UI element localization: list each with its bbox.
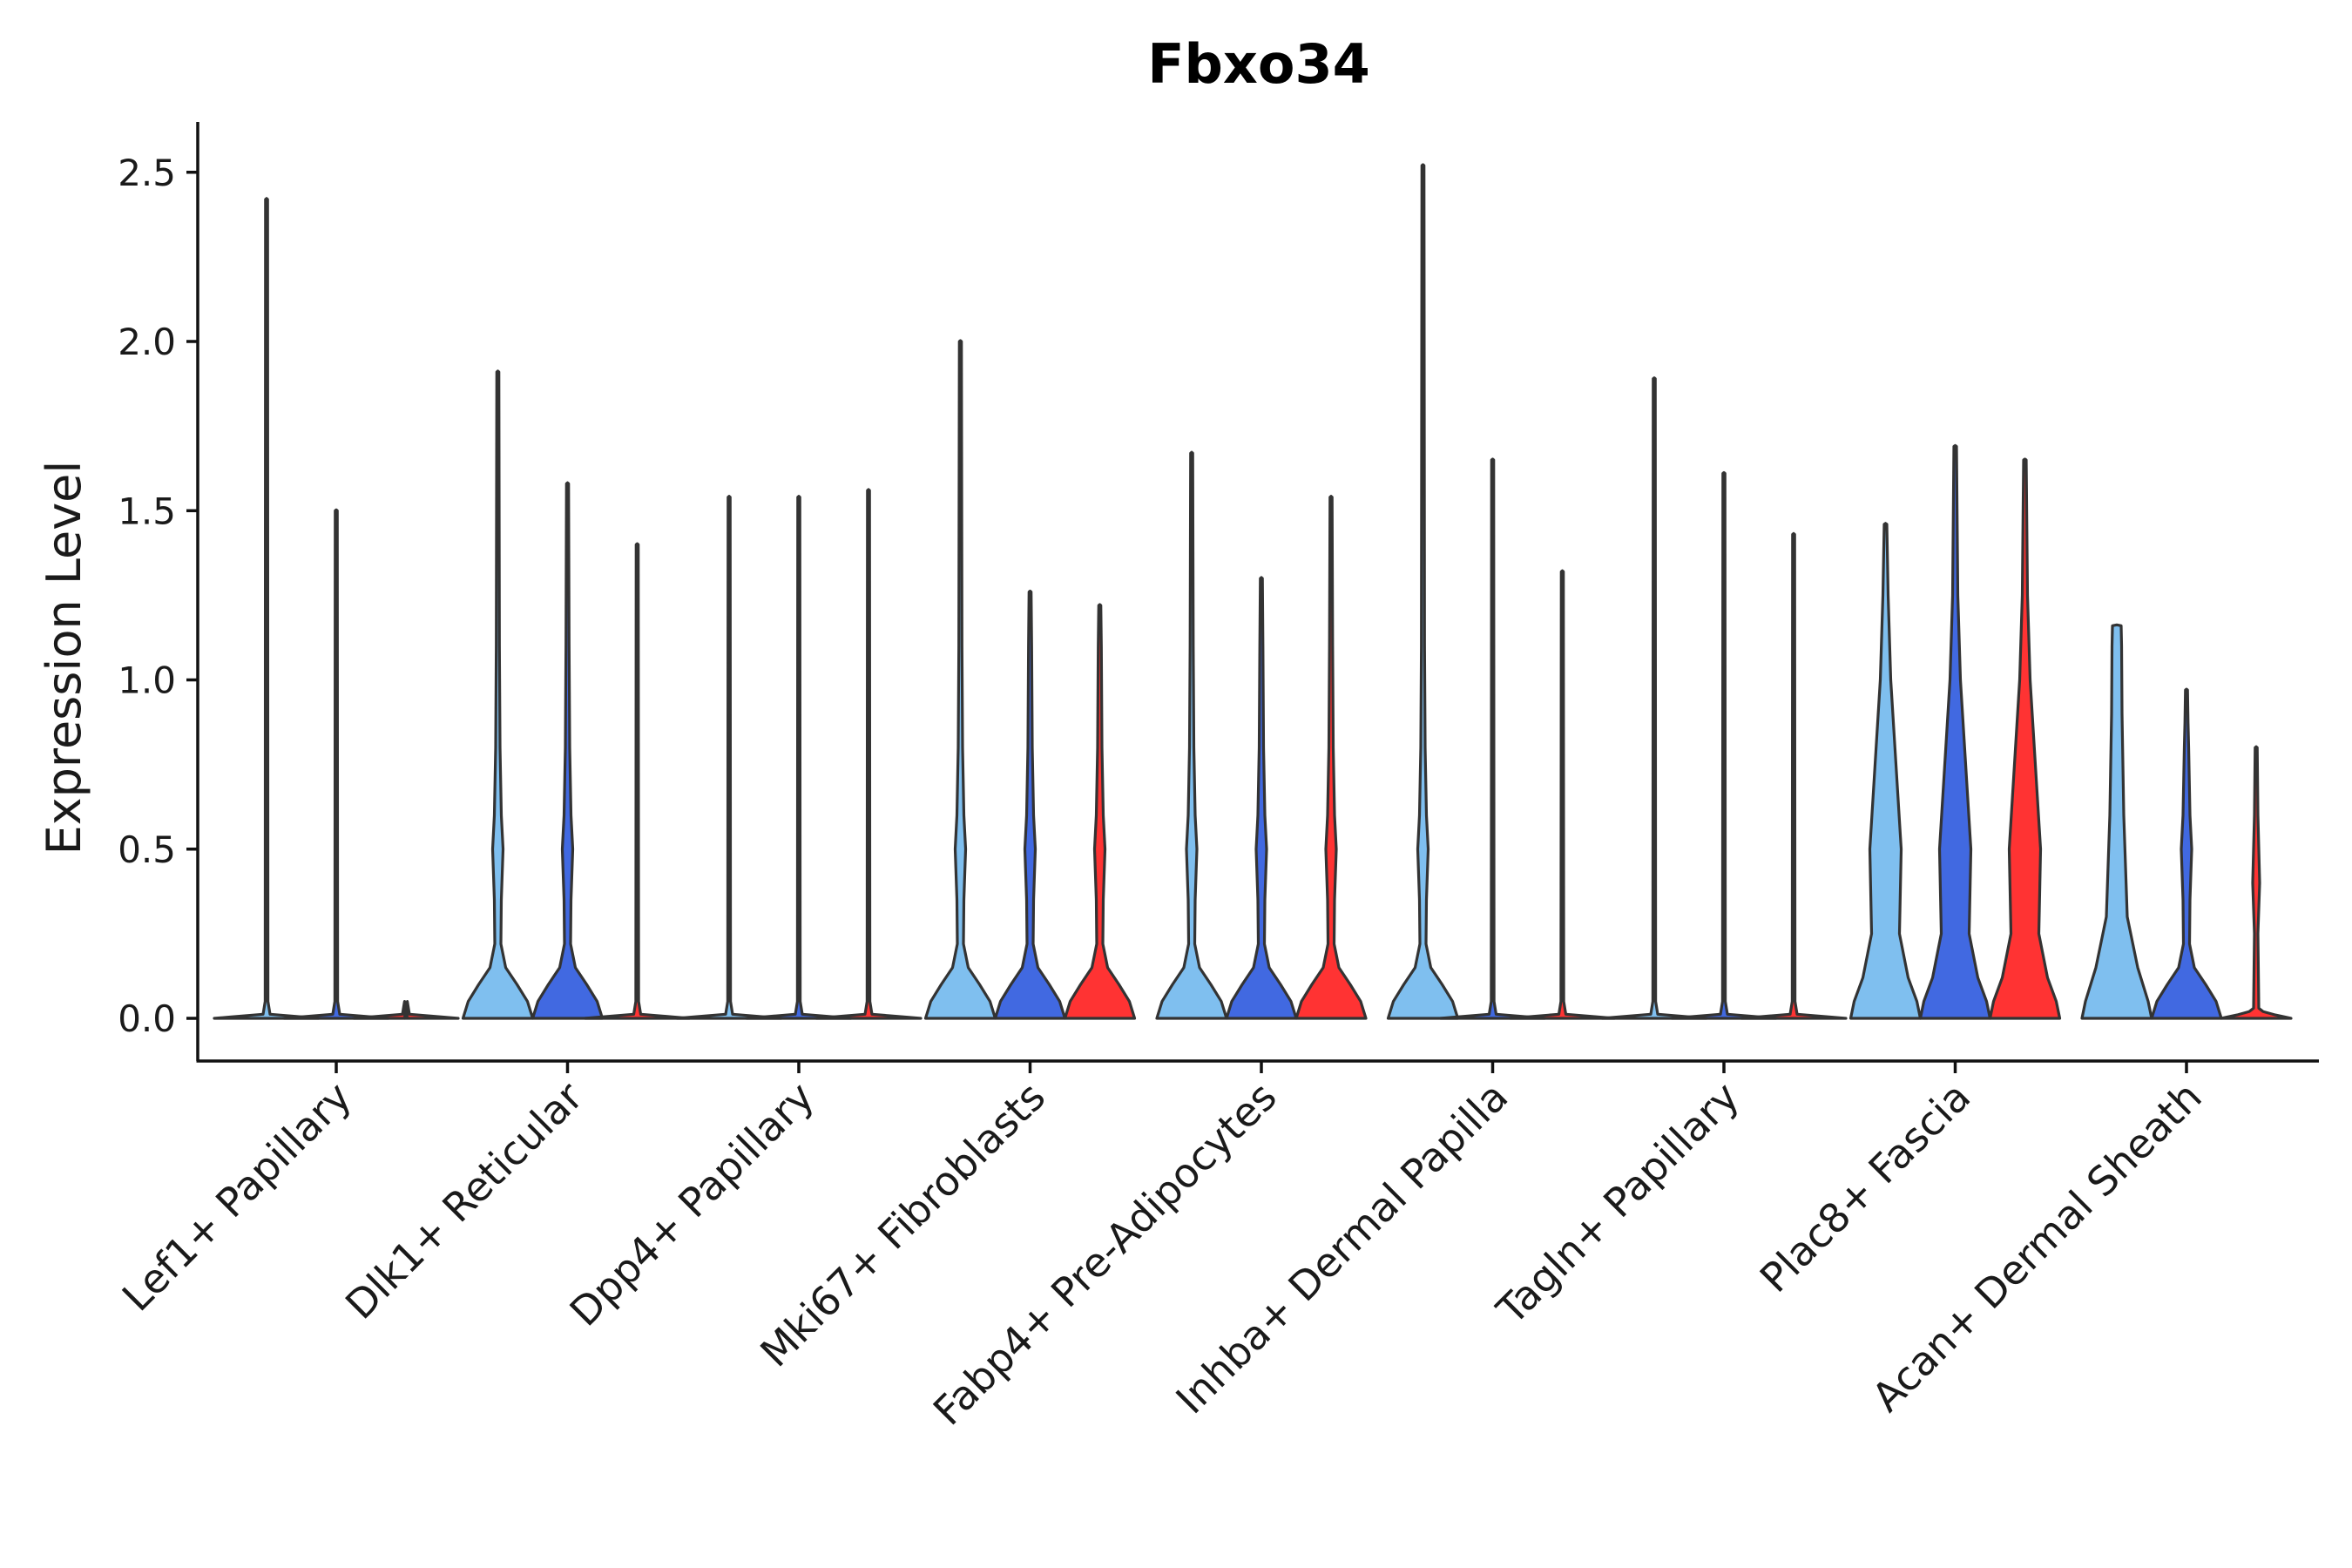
- violin-2-0: [677, 497, 781, 1018]
- violin-chart: Fbxo34 Expression Level 0.0 0.5 1.0 1.5 2.0 2…: [0, 0, 2352, 1568]
- x-tick-label: Lef1+ Papillary: [113, 1073, 361, 1321]
- violin-0-0: [214, 199, 319, 1018]
- violin-0-2: [354, 1002, 458, 1018]
- y-axis-label: Expression Level: [37, 461, 91, 855]
- violin-1-0: [463, 371, 533, 1018]
- chart-canvas: Fbxo34 Expression Level 0.0 0.5 1.0 1.5 2.0 2…: [0, 0, 2352, 1568]
- violin-5-0: [1389, 165, 1458, 1018]
- violin-7-1: [1921, 445, 1990, 1018]
- violin-0-1: [284, 510, 389, 1018]
- chart-title: Fbxo34: [1147, 32, 1370, 96]
- y-tick-label: 0.0: [118, 997, 176, 1040]
- violin-8-2: [2221, 747, 2291, 1018]
- violin-marks: [214, 165, 2291, 1018]
- violin-8-0: [2082, 625, 2152, 1018]
- x-tick-label: Dlk1+ Reticular: [336, 1073, 591, 1328]
- violin-1-2: [585, 544, 690, 1018]
- y-tick-label: 1.5: [118, 490, 176, 532]
- violin-8-1: [2152, 689, 2221, 1018]
- violin-6-1: [1672, 473, 1776, 1018]
- violin-5-2: [1511, 571, 1615, 1018]
- violin-3-0: [926, 341, 996, 1018]
- y-tick-label: 2.0: [118, 321, 176, 363]
- violin-3-1: [996, 591, 1065, 1018]
- x-tick-label: Plac8+ Fascia: [1751, 1073, 1979, 1301]
- violin-5-1: [1441, 459, 1545, 1018]
- y-tick-label: 2.5: [118, 152, 176, 194]
- violin-6-0: [1602, 378, 1707, 1018]
- violin-3-2: [1065, 605, 1135, 1018]
- y-tick-label: 1.0: [118, 659, 176, 702]
- violin-7-0: [1851, 524, 1921, 1018]
- violin-4-0: [1157, 452, 1227, 1018]
- y-axis-ticks: 0.0 0.5 1.0 1.5 2.0 2.5: [118, 152, 198, 1040]
- violin-4-2: [1296, 497, 1366, 1018]
- violin-6-2: [1741, 533, 1846, 1018]
- violin-1-1: [533, 483, 603, 1018]
- violin-4-1: [1227, 578, 1296, 1018]
- violin-2-1: [747, 497, 851, 1018]
- violin-2-2: [816, 490, 921, 1018]
- x-tick-label: Dpp4+ Papillary: [561, 1073, 823, 1335]
- y-tick-label: 0.5: [118, 828, 176, 871]
- violin-7-2: [1990, 459, 2060, 1018]
- x-tick-label: Tagln+ Papillary: [1487, 1073, 1748, 1335]
